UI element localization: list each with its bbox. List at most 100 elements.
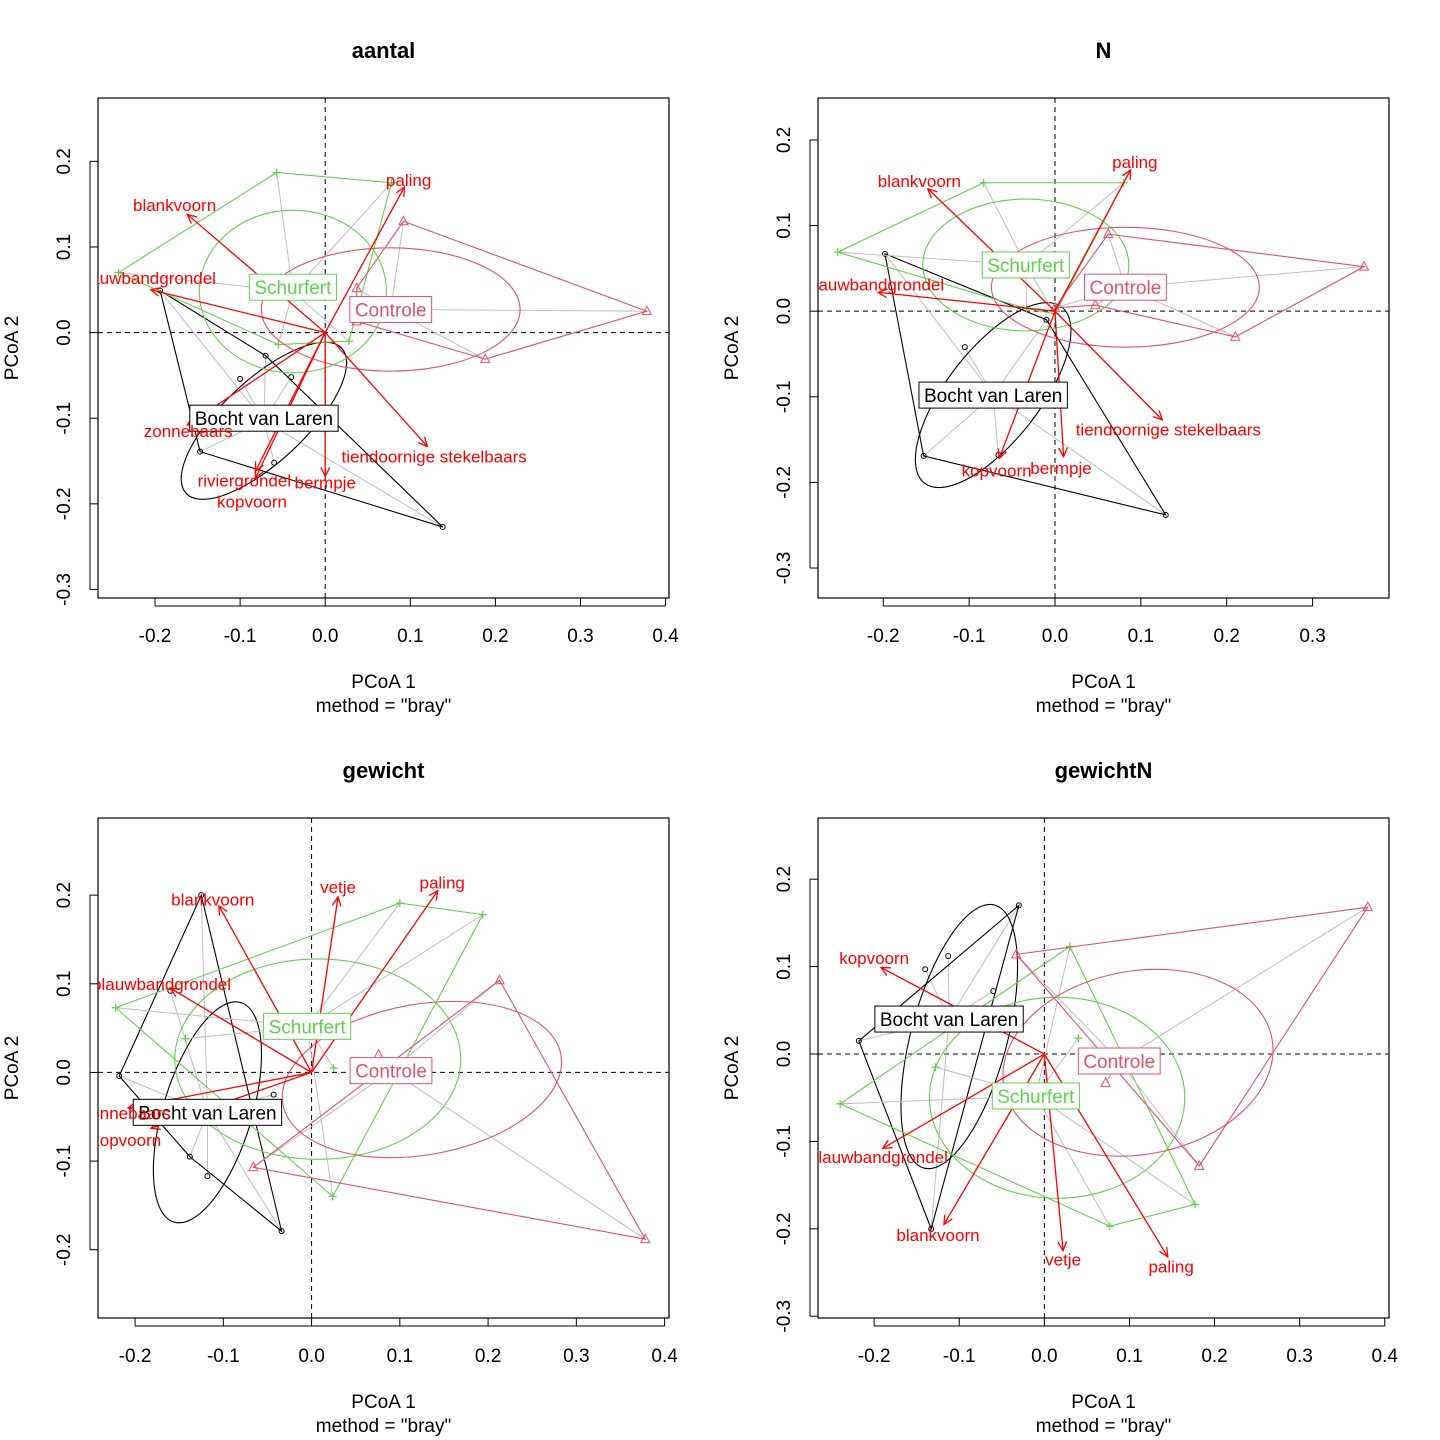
spider-line: [169, 990, 208, 1113]
point-plus: [478, 910, 487, 919]
group-label-schurfert: Schurfert: [263, 1012, 352, 1040]
species-label-vetje: vetje: [1045, 1250, 1081, 1269]
arrowhead-bermpje: [1058, 447, 1068, 459]
species-label-blankvoorn: blankvoorn: [878, 172, 961, 191]
arrowhead-tiendoornige-stekelbaars: [1152, 410, 1164, 421]
species-label-blauwbandgrondel: blauwbandgrondel: [805, 276, 944, 295]
x-tick-label: 0.3: [1286, 1346, 1312, 1367]
spider-line: [306, 902, 401, 1027]
group-label-controle: Controle: [349, 295, 433, 323]
spider-line: [992, 394, 1167, 516]
group-label-box: [918, 381, 1068, 409]
point-circle: [920, 452, 927, 459]
spider-line: [276, 172, 294, 292]
panel-title: aantal: [352, 38, 416, 63]
point-circle: [1162, 511, 1169, 518]
arrowhead-blauwbandgrondel: [169, 987, 181, 997]
point-circle: [288, 374, 295, 381]
y-tick-label: 0.1: [54, 234, 75, 260]
x-tick-label: -0.1: [224, 626, 257, 647]
spider-line: [930, 1019, 950, 1229]
group-label-text: Bocht van Laren: [880, 1010, 1018, 1031]
species-label-blauwbandgrondel: blauwbandgrondel: [809, 1148, 948, 1167]
spider-line: [884, 253, 994, 396]
x-tick-label: 0.3: [563, 1346, 589, 1367]
hull-bocht-van-laren: [159, 289, 444, 528]
arrow-blankvoorn: [943, 1053, 1045, 1225]
group-label-text: Controle: [355, 1062, 427, 1083]
x-axis-label: PCoA 1: [1071, 672, 1135, 693]
species-label-kopvoorn: kopvoorn: [839, 949, 909, 968]
x-tick-label: 0.4: [652, 626, 679, 647]
group-label-box: [349, 1057, 433, 1085]
ellipse-bocht-van-laren: [180, 341, 348, 500]
arrowhead-kopvoorn: [997, 448, 1007, 460]
arrow-tiendoornige-stekelbaars: [1054, 310, 1163, 421]
panel-title: N: [1096, 38, 1112, 63]
arrowhead-paling: [1158, 1246, 1169, 1259]
spider-line: [1025, 182, 1124, 266]
x-tick-label: 0.2: [482, 626, 508, 647]
point-circle: [961, 344, 968, 351]
x-tick-label: 0.2: [1201, 1346, 1227, 1367]
y-tick-label: 0.0: [54, 1059, 75, 1085]
group-label-box: [248, 273, 337, 301]
group-label-box: [189, 404, 339, 432]
group-label-text: Controle: [355, 300, 427, 321]
x-axis-subtitle: method = "bray": [316, 1416, 451, 1437]
point-circle: [262, 352, 269, 359]
spider-line: [200, 895, 208, 1113]
group-label-controle: Controle: [1083, 273, 1167, 301]
spider-line: [1035, 1095, 1111, 1227]
group-label-box: [1083, 273, 1167, 301]
group-label-bocht-van-laren: Bocht van Laren: [918, 381, 1068, 409]
arrowhead-blankvoorn: [943, 1214, 953, 1226]
y-tick-label: 0.1: [774, 953, 795, 979]
hull-schurfert: [117, 171, 393, 346]
y-tick-label: -0.3: [774, 552, 795, 585]
panel-gewichtn: gewichtN -0.2 -0.1 0.0 0.1 0.2 0.3 0.4 -0.3 -0.2 -…: [722, 758, 1398, 1437]
x-tick-label: 0.1: [1128, 626, 1154, 647]
y-axis-label: PCoA 2: [2, 1036, 23, 1100]
x-tick-label: -0.2: [867, 626, 900, 647]
ellipse-controle: [281, 1000, 563, 1159]
arrowhead-paling: [395, 185, 406, 198]
spider-line: [390, 221, 404, 310]
group-label-text: Schurfert: [997, 1087, 1075, 1108]
species-label-paling: paling: [1112, 153, 1157, 172]
point-triangle: [639, 1233, 651, 1244]
plot-frame: [97, 97, 670, 599]
arrowhead-blauwbandgrondel: [881, 1139, 893, 1150]
y-tick-label: -0.1: [54, 402, 75, 435]
point-plus: [1074, 1034, 1083, 1043]
point-circle: [922, 966, 929, 973]
group-label-text: Bocht van Laren: [195, 409, 333, 430]
group-label-text: Schurfert: [269, 1017, 347, 1038]
point-circle: [1043, 316, 1050, 323]
arrowhead-blankvoorn: [926, 187, 938, 199]
species-label-blankvoorn: blankvoorn: [896, 1226, 979, 1245]
x-tick-label: 0.1: [387, 1346, 413, 1367]
point-plus: [387, 178, 396, 187]
x-tick-label: 0.1: [1116, 1346, 1142, 1367]
spider-line: [159, 290, 265, 422]
y-tick-label: 0.0: [54, 319, 75, 345]
point-plus: [836, 1099, 845, 1108]
arrow-tiendoornige-stekelbaars: [324, 332, 428, 447]
group-label-text: Bocht van Laren: [138, 1103, 276, 1124]
group-label-controle: Controle: [349, 1057, 433, 1085]
ellipse-schurfert: [922, 198, 1130, 332]
point-plus: [1105, 1222, 1114, 1231]
x-tick-label: 0.4: [1372, 1346, 1399, 1367]
point-plus: [833, 248, 842, 257]
group-label-text: Controle: [1083, 1052, 1155, 1073]
x-tick-label: -0.2: [139, 626, 172, 647]
group-label-text: Bocht van Laren: [924, 386, 1062, 407]
point-triangle: [494, 974, 505, 985]
arrow-blauwbandgrondel: [170, 987, 312, 1073]
species-label-kopvoorn: kopvoorn: [217, 492, 287, 511]
point-circle: [439, 523, 446, 530]
ellipse-controle: [990, 226, 1260, 348]
spider-line: [1118, 1060, 1200, 1167]
arrow-blauwbandgrondel: [150, 289, 326, 334]
